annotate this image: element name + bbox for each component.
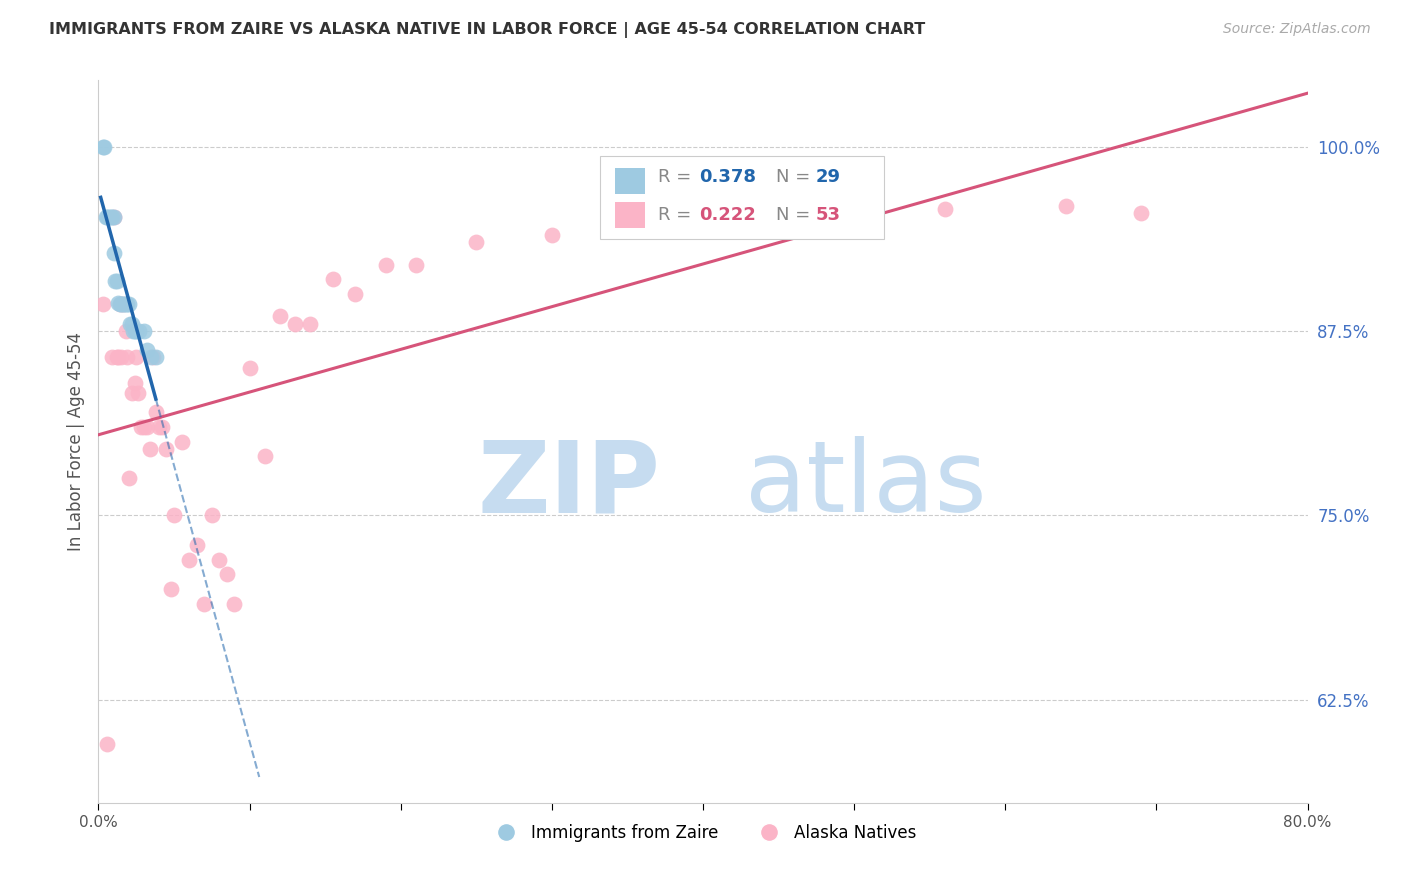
Point: [201, 508, 224, 523]
Point: [844, 206, 866, 220]
Point: [132, 324, 155, 338]
Point: [186, 538, 208, 552]
Point: [103, 211, 125, 225]
Point: [115, 351, 138, 365]
Text: ZIP: ZIP: [478, 436, 661, 533]
Point: [145, 405, 167, 419]
Text: N =: N =: [776, 206, 815, 225]
Text: N =: N =: [776, 168, 815, 186]
Point: [121, 317, 143, 331]
Point: [768, 206, 790, 220]
FancyBboxPatch shape: [600, 156, 884, 239]
Point: [193, 597, 215, 611]
Point: [155, 442, 177, 456]
Point: [111, 297, 134, 311]
Point: [103, 211, 125, 225]
Text: Source: ZipAtlas.com: Source: ZipAtlas.com: [1223, 22, 1371, 37]
Legend: Immigrants from Zaire, Alaska Natives: Immigrants from Zaire, Alaska Natives: [484, 817, 922, 848]
Bar: [614, 168, 645, 194]
Point: [115, 297, 138, 311]
Text: 29: 29: [815, 168, 841, 186]
Point: [142, 351, 165, 365]
Text: atlas: atlas: [745, 436, 987, 533]
Point: [114, 297, 136, 311]
Point: [91, 139, 114, 153]
Text: IMMIGRANTS FROM ZAIRE VS ALASKA NATIVE IN LABOR FORCE | AGE 45-54 CORRELATION CH: IMMIGRANTS FROM ZAIRE VS ALASKA NATIVE I…: [49, 22, 925, 38]
Point: [112, 297, 135, 311]
Point: [110, 351, 132, 365]
Point: [141, 351, 163, 365]
Point: [374, 258, 396, 272]
Point: [121, 385, 143, 400]
Point: [101, 351, 124, 365]
Point: [344, 287, 367, 301]
Point: [125, 351, 148, 365]
Text: R =: R =: [658, 206, 697, 225]
Point: [127, 385, 149, 400]
Point: [616, 220, 638, 235]
Point: [103, 245, 125, 260]
Point: [208, 552, 231, 566]
Point: [145, 351, 167, 365]
Point: [128, 324, 150, 338]
Point: [108, 297, 131, 311]
Point: [224, 597, 246, 611]
Point: [215, 567, 238, 582]
Point: [104, 274, 127, 288]
Point: [122, 324, 145, 338]
Point: [239, 360, 262, 375]
Point: [692, 213, 714, 227]
Point: [179, 552, 201, 566]
Point: [405, 258, 427, 272]
Text: 53: 53: [815, 206, 841, 225]
Point: [322, 272, 344, 286]
Point: [124, 376, 146, 390]
Point: [170, 434, 193, 449]
Point: [139, 442, 162, 456]
Point: [253, 450, 276, 464]
Point: [148, 419, 170, 434]
Point: [105, 274, 128, 288]
Point: [94, 211, 117, 225]
Point: [101, 211, 124, 225]
Point: [540, 228, 562, 243]
Point: [91, 297, 114, 311]
Point: [129, 419, 152, 434]
Point: [93, 139, 115, 153]
Point: [124, 324, 146, 338]
Point: [150, 419, 173, 434]
Point: [120, 317, 142, 331]
Point: [105, 351, 128, 365]
Point: [108, 297, 131, 311]
Text: 0.378: 0.378: [699, 168, 756, 186]
Point: [135, 343, 157, 358]
Point: [110, 297, 132, 311]
Point: [107, 351, 129, 365]
Point: [1130, 206, 1153, 220]
Point: [269, 309, 291, 323]
Point: [111, 297, 134, 311]
Point: [465, 235, 488, 250]
Point: [96, 737, 118, 751]
Point: [934, 202, 956, 216]
Bar: [614, 202, 645, 228]
Point: [284, 317, 307, 331]
Point: [118, 471, 141, 485]
Y-axis label: In Labor Force | Age 45-54: In Labor Force | Age 45-54: [66, 332, 84, 551]
Point: [160, 582, 183, 596]
Point: [100, 211, 122, 225]
Point: [135, 419, 157, 434]
Point: [163, 508, 186, 523]
Point: [132, 419, 155, 434]
Point: [299, 317, 322, 331]
Text: 0.222: 0.222: [699, 206, 756, 225]
Point: [98, 211, 121, 225]
Point: [114, 324, 136, 338]
Text: R =: R =: [658, 168, 697, 186]
Point: [118, 297, 141, 311]
Point: [125, 324, 148, 338]
Point: [1054, 199, 1077, 213]
Point: [107, 296, 129, 310]
Point: [96, 211, 118, 225]
